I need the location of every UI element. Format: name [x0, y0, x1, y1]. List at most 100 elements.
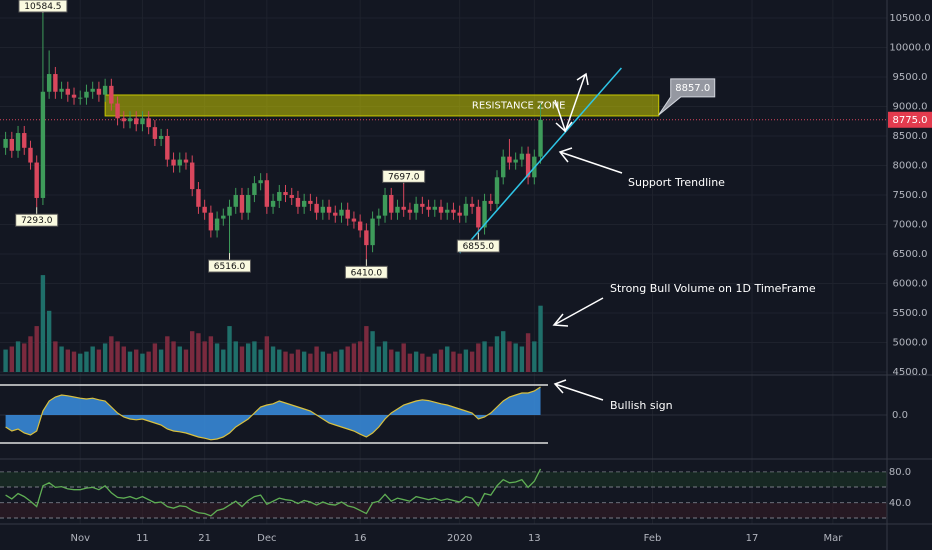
candle-body: [233, 194, 238, 207]
candle-body: [252, 183, 257, 195]
candle-body: [239, 194, 245, 213]
candle-body: [22, 133, 27, 148]
volume-bar: [233, 341, 238, 372]
candle-body: [308, 200, 313, 204]
price-label-box: [456, 239, 500, 253]
candle-body: [476, 206, 481, 228]
volume-bar: [501, 331, 506, 372]
candle-body: [463, 203, 469, 216]
candle-body: [345, 209, 350, 219]
candle-body: [102, 85, 108, 95]
candle-body: [109, 85, 114, 104]
candle-body: [134, 118, 139, 125]
candle-body: [395, 206, 400, 213]
volume-bar: [357, 341, 363, 372]
candle-body: [152, 127, 158, 139]
arrow: [554, 99, 573, 133]
candle-body: [71, 94, 77, 98]
marks: RESISTANCE ZONE 8775.0 10584.5 7293.0 6516.0…: [0, 0, 932, 517]
price-label: 6516.0: [214, 262, 246, 272]
volume-bar: [532, 341, 537, 372]
volume-bar: [46, 310, 52, 372]
volume-bar: [121, 346, 126, 372]
volume-bar: [345, 346, 350, 372]
volume-bar: [438, 349, 444, 372]
candle-body: [96, 88, 102, 95]
arrow: [558, 147, 623, 174]
price-label: 10584.5: [24, 2, 61, 12]
volume-bar: [177, 346, 182, 372]
volume-bar: [96, 349, 102, 372]
volume-bar: [270, 346, 276, 372]
volume-bar: [158, 349, 164, 372]
volume-bar: [65, 349, 71, 372]
candle-body: [208, 212, 214, 231]
candle-body: [140, 118, 145, 125]
candle-body: [438, 206, 444, 213]
candle-body: [295, 197, 301, 207]
candle-body: [407, 209, 413, 213]
candle-body: [121, 118, 126, 122]
candle-body: [28, 147, 33, 163]
x-tick-label: 13: [528, 533, 541, 544]
volume-bar: [494, 336, 500, 372]
volume-bar: [445, 346, 450, 372]
volume-bar: [407, 353, 413, 372]
volume-bar: [208, 336, 214, 372]
volume-bar: [401, 343, 406, 372]
arrow: [564, 72, 589, 133]
y-tick-label: 6000.0: [893, 278, 928, 289]
candle-body: [171, 159, 176, 166]
volume-bar: [115, 341, 120, 372]
candle-body: [46, 74, 52, 92]
volume-bar: [476, 343, 481, 372]
candle-body: [289, 194, 294, 198]
volume-bar: [258, 349, 263, 372]
price-label: 6410.0: [351, 268, 383, 278]
volume-bar: [283, 351, 288, 372]
price-label-box: [18, 0, 68, 13]
volume-bar: [395, 351, 400, 372]
volume-bar: [78, 353, 83, 372]
callout-box: [658, 78, 716, 116]
volume-bar: [221, 349, 226, 372]
candle-body: [196, 189, 201, 207]
candle-body: [494, 177, 500, 204]
volume-bar: [252, 341, 257, 372]
candle-body: [413, 203, 419, 213]
y-tick-label: 10000.0: [889, 42, 930, 53]
candle-body: [177, 159, 182, 166]
candle-body: [115, 103, 120, 119]
y-tick-label: 40.0: [889, 498, 911, 509]
resistance-zone: [104, 94, 660, 117]
volume-bar: [59, 346, 64, 372]
candle-body: [314, 203, 319, 213]
candle-body: [245, 194, 251, 213]
candle-body: [469, 203, 475, 207]
x-tick-label: 11: [136, 533, 149, 544]
candle-body: [84, 91, 89, 98]
volume-bar: [426, 356, 431, 372]
candle-body: [333, 212, 338, 216]
candle-body: [34, 162, 39, 198]
volume-bar: [227, 326, 232, 372]
candle-body: [538, 119, 543, 157]
candle-body: [525, 153, 531, 178]
y-tick-label: 80.0: [889, 467, 911, 478]
volume-bar: [183, 349, 189, 372]
volume-bar: [239, 346, 245, 372]
volume-bar: [420, 353, 425, 372]
candle-body: [183, 159, 189, 163]
volume-bar: [320, 351, 326, 372]
y-tick-label: 8500.0: [893, 131, 928, 142]
candle-body: [488, 200, 493, 204]
x-tick-label: Feb: [644, 533, 662, 544]
y-tick-label: 5000.0: [893, 337, 928, 348]
y-tick-label: 4500.0: [893, 367, 928, 378]
volume-bar: [214, 343, 220, 372]
volume-bar: [40, 275, 46, 372]
volume-bar: [301, 351, 307, 372]
volume-bar: [152, 343, 158, 372]
y-tick-label: 7000.0: [893, 219, 928, 230]
